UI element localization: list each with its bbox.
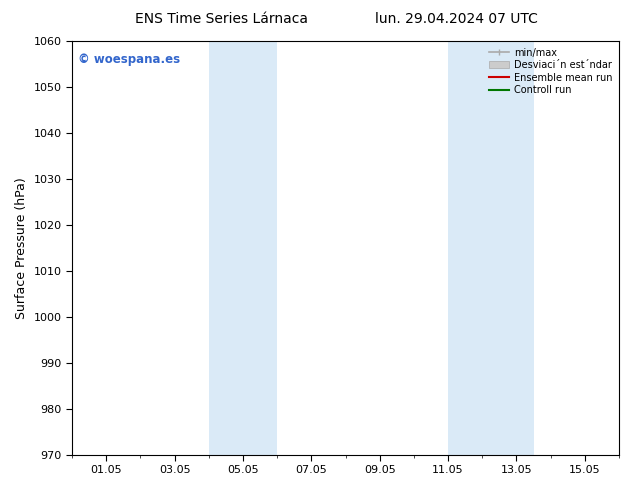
Text: ENS Time Series Lárnaca: ENS Time Series Lárnaca <box>136 12 308 26</box>
Text: © woespana.es: © woespana.es <box>77 53 179 67</box>
Text: lun. 29.04.2024 07 UTC: lun. 29.04.2024 07 UTC <box>375 12 538 26</box>
Legend: min/max, Desviaci´n est´ndar, Ensemble mean run, Controll run: min/max, Desviaci´n est´ndar, Ensemble m… <box>488 46 614 97</box>
Y-axis label: Surface Pressure (hPa): Surface Pressure (hPa) <box>15 177 28 318</box>
Bar <box>209 41 277 455</box>
Bar <box>448 41 534 455</box>
